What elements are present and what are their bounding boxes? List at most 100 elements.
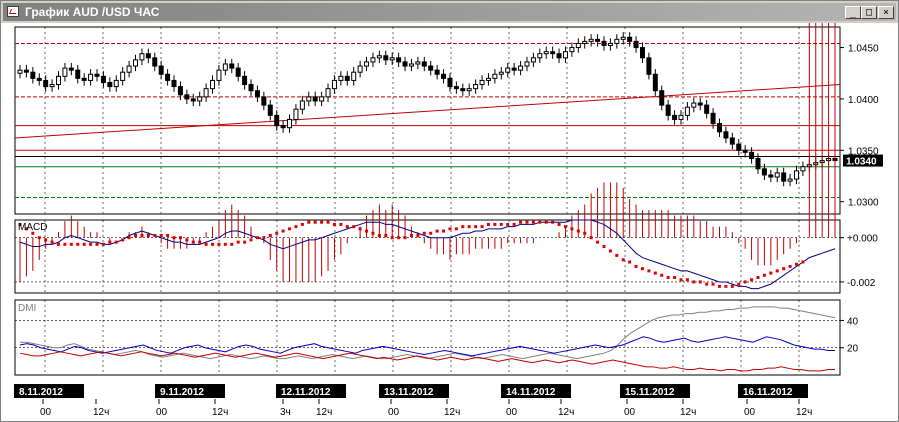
close-button[interactable]: × xyxy=(878,6,894,19)
macd-signal-dot xyxy=(454,227,458,231)
candle-body xyxy=(639,47,645,59)
candle-body xyxy=(787,178,793,182)
macd-signal-dot xyxy=(666,276,670,280)
macd-signal-dot xyxy=(204,242,208,246)
candle-body xyxy=(556,53,562,59)
date-badge xyxy=(738,384,808,398)
macd-signal-dot xyxy=(499,222,503,226)
candle-body xyxy=(36,77,42,81)
date-badge xyxy=(155,384,225,398)
hour-label: 12ч xyxy=(796,407,812,418)
candle-body xyxy=(319,96,325,102)
macd-signal-dot xyxy=(576,229,580,233)
candle-body xyxy=(56,75,62,86)
macd-signal-dot xyxy=(332,222,336,226)
macd-signal-dot xyxy=(230,242,234,246)
macd-signal-dot xyxy=(345,225,349,229)
candle-body xyxy=(68,67,74,71)
macd-signal-dot xyxy=(57,242,61,246)
candle-body xyxy=(492,73,498,79)
macd-signal-dot xyxy=(467,225,471,229)
candle-body xyxy=(23,69,29,73)
macd-signal-dot xyxy=(480,225,484,229)
macd-signal-dot xyxy=(63,242,67,246)
macd-signal-dot xyxy=(429,231,433,235)
candle-body xyxy=(428,65,434,71)
hour-label: 12ч xyxy=(444,407,460,418)
candle-body xyxy=(736,143,742,151)
candle-body xyxy=(100,75,106,83)
macd-signal-dot xyxy=(307,220,311,224)
candle-body xyxy=(537,53,543,59)
date-badge xyxy=(14,384,84,398)
macd-signal-dot xyxy=(281,229,285,233)
hour-label: 12ч xyxy=(212,407,228,418)
macd-signal-dot xyxy=(596,240,600,244)
hour-label: 3ч xyxy=(280,407,291,418)
maximize-button[interactable]: □ xyxy=(861,6,877,19)
candle-body xyxy=(511,67,517,71)
macd-signal-dot xyxy=(435,229,439,233)
macd-signal-dot xyxy=(50,240,54,244)
candle-body xyxy=(120,71,126,81)
macd-signal-dot xyxy=(44,238,48,242)
macd-signal-dot xyxy=(416,233,420,237)
candle-body xyxy=(165,73,171,81)
macd-signal-dot xyxy=(621,258,625,262)
macd-signal-dot xyxy=(711,282,715,286)
price-tick-label: 1.0400 xyxy=(848,95,879,106)
candle-body xyxy=(293,108,299,120)
macd-signal-dot xyxy=(313,220,317,224)
hour-label: 00 xyxy=(388,407,400,418)
macd-signal-dot xyxy=(211,242,215,246)
macd-signal-dot xyxy=(371,231,375,235)
candle-body xyxy=(222,63,228,71)
chart-area[interactable]: 1.0450 1.0400 1.0350 1.0300 1.0340 MACD +0.000… xyxy=(1,23,898,421)
candle-body xyxy=(447,77,453,88)
macd-signal-dot xyxy=(243,240,247,244)
macd-signal-dot xyxy=(300,222,304,226)
candle-body xyxy=(659,90,665,106)
candle-body xyxy=(575,42,581,49)
candle-body xyxy=(524,61,530,67)
candle-body xyxy=(75,69,81,79)
candle-body xyxy=(331,79,337,90)
candle-body xyxy=(261,96,267,106)
title-bar[interactable]: График AUD /USD ЧАС _ □ × xyxy=(3,3,896,21)
candle-body xyxy=(485,77,491,81)
macd-signal-dot xyxy=(628,260,632,264)
candle-body xyxy=(466,88,472,92)
macd-signal-dot xyxy=(673,276,677,280)
macd-signal-dot xyxy=(294,225,298,229)
candle-body xyxy=(678,114,684,120)
macd-signal-dot xyxy=(653,271,657,275)
candle-body xyxy=(274,114,280,127)
candle-body xyxy=(287,118,293,129)
candle-body xyxy=(402,61,408,67)
macd-signal-dot xyxy=(288,227,292,231)
macd-signal-dot xyxy=(615,253,619,257)
candle-body xyxy=(691,102,697,108)
candle-body xyxy=(17,69,23,74)
date-label: 16.11.2012 xyxy=(743,387,793,398)
minimize-button[interactable]: _ xyxy=(845,6,861,19)
candle-body xyxy=(614,38,620,44)
macd-signal-dot xyxy=(474,225,478,229)
candle-body xyxy=(242,75,248,86)
candle-body xyxy=(716,123,722,133)
macd-signal-dot xyxy=(788,264,792,268)
macd-signal-dot xyxy=(198,240,202,244)
macd-signal-dot xyxy=(801,260,805,264)
price-tick-label: 1.0300 xyxy=(848,198,879,209)
macd-signal-dot xyxy=(24,227,28,231)
date-label: 14.11.2012 xyxy=(506,387,556,398)
chart-icon xyxy=(7,6,19,17)
macd-signal-dot xyxy=(249,238,253,242)
macd-signal-dot xyxy=(236,240,240,244)
macd-signal-dot xyxy=(782,267,786,271)
panel-frame xyxy=(14,299,841,376)
macd-signal-dot xyxy=(121,238,125,242)
macd-signal-dot xyxy=(89,242,93,246)
candle-body xyxy=(755,158,761,170)
candle-body xyxy=(30,71,36,79)
